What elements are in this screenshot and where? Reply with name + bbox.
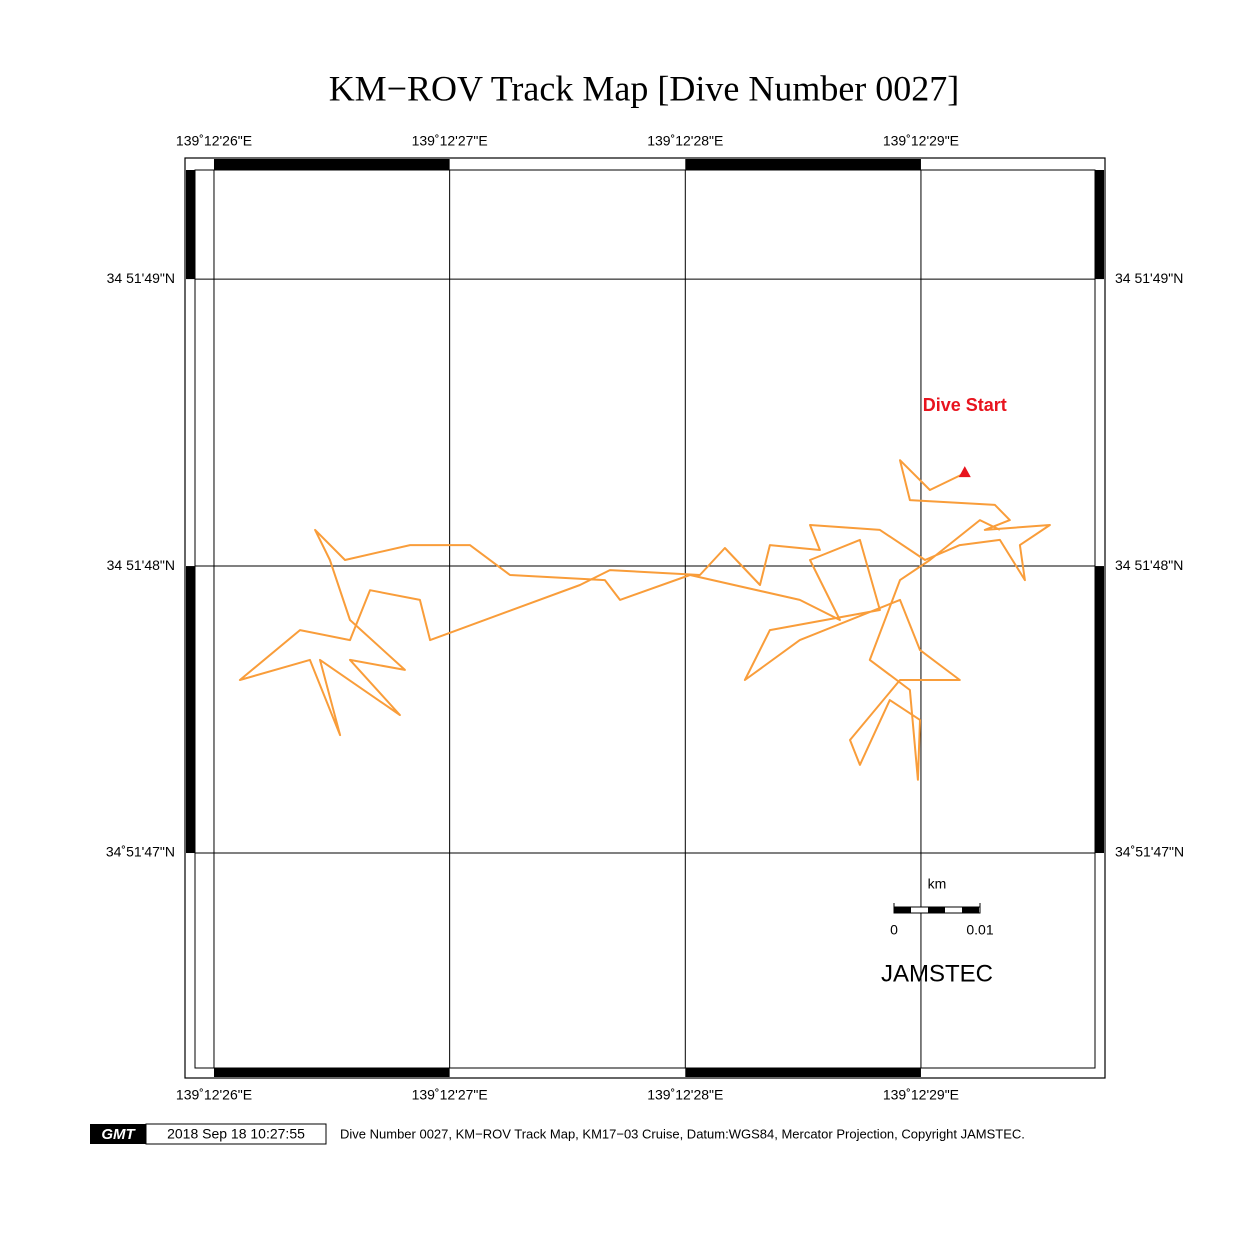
frame-outer xyxy=(184,157,1106,1079)
x-tick-label: 139˚12'27"E xyxy=(412,133,488,149)
footer-caption: Dive Number 0027, KM−ROV Track Map, KM17… xyxy=(340,1126,1025,1141)
x-tick-label: 139˚12'26"E xyxy=(176,133,252,149)
gmt-logo: GMT xyxy=(101,1126,136,1143)
scale-bar: km 0 0.01 xyxy=(890,876,994,938)
frame-band xyxy=(213,159,450,170)
dive-start-label: Dive Start xyxy=(923,395,1007,415)
x-tick-label: 139˚12'26"E xyxy=(176,1087,252,1103)
dive-start-marker xyxy=(958,466,971,478)
x-tick-label: 139˚12'27"E xyxy=(412,1087,488,1103)
scale-bar-segment xyxy=(928,907,945,913)
gmt-logo-box xyxy=(90,1124,146,1144)
dive-track xyxy=(238,459,1051,781)
frame-band xyxy=(186,566,195,854)
x-tick-label: 139˚12'28"E xyxy=(647,133,723,149)
y-tick-label: 34˚51'47"N xyxy=(106,844,175,860)
frame-band xyxy=(213,1068,450,1077)
timestamp-box xyxy=(145,1123,327,1145)
scale-unit: km xyxy=(928,876,947,892)
x-tick-label: 139˚12'28"E xyxy=(647,1087,723,1103)
frame-band xyxy=(1095,566,1104,854)
x-tick-label: 139˚12'29"E xyxy=(883,1087,959,1103)
frame-band xyxy=(685,159,921,170)
scale-bar-segment xyxy=(962,907,979,913)
timestamp: 2018 Sep 18 10:27:55 xyxy=(167,1126,305,1142)
map-title: KM−ROV Track Map [Dive Number 0027] xyxy=(329,68,960,108)
frame-band xyxy=(685,1068,921,1077)
x-tick-label: 139˚12'29"E xyxy=(883,133,959,149)
scale-bar-segment xyxy=(894,907,911,913)
watermark: JAMSTEC xyxy=(881,960,993,987)
scale-end: 0.01 xyxy=(966,922,993,938)
frame-band xyxy=(1095,170,1104,280)
frame-band xyxy=(186,170,195,280)
y-tick-label: 34 51'49"N xyxy=(107,270,175,286)
y-tick-label: 34 51'49"N xyxy=(1115,270,1183,286)
y-tick-label: 34 51'48"N xyxy=(1115,557,1183,573)
y-tick-label: 34 51'48"N xyxy=(107,557,175,573)
y-tick-label: 34˚51'47"N xyxy=(1115,844,1184,860)
scale-start: 0 xyxy=(890,922,898,938)
